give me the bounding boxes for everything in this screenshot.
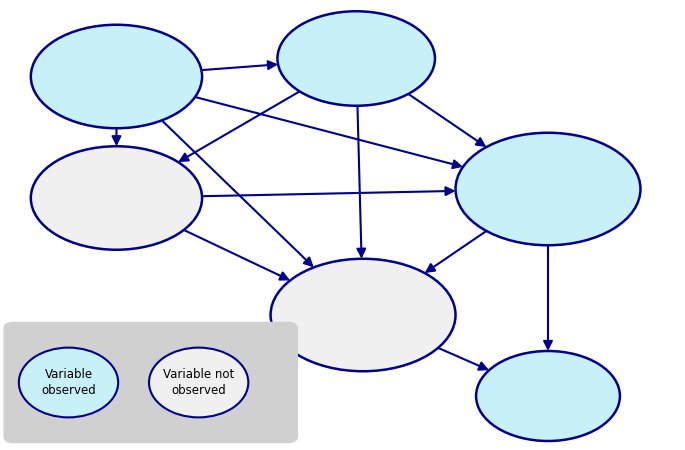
Ellipse shape — [456, 133, 640, 245]
Ellipse shape — [19, 347, 119, 418]
Text: Variable
observed: Variable observed — [41, 369, 96, 396]
Ellipse shape — [31, 146, 202, 250]
FancyBboxPatch shape — [3, 322, 298, 443]
Ellipse shape — [271, 259, 456, 371]
Ellipse shape — [277, 11, 435, 106]
Text: Variable not
observed: Variable not observed — [163, 369, 234, 396]
Ellipse shape — [149, 347, 248, 418]
Ellipse shape — [31, 25, 202, 128]
Ellipse shape — [476, 351, 620, 441]
